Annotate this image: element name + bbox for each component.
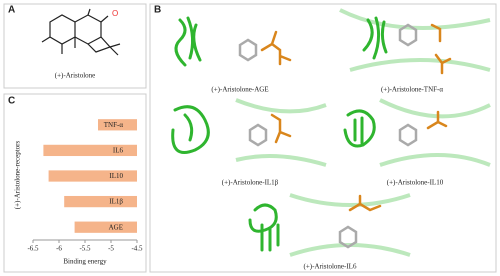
- atom-label: O: [112, 9, 118, 18]
- bar: [43, 144, 137, 157]
- bar-label: AGE: [109, 223, 123, 231]
- chart: -6.5 -6 -5.5 -5 -4.5 TNF-α IL6 IL10 IL1β AGE: [27, 119, 143, 253]
- x-tick-label: -6: [56, 245, 62, 253]
- caption: (+)-Aristolone: [55, 72, 96, 80]
- x-tick-label: -5: [108, 245, 114, 253]
- caption: (+)-Aristolone-IL6: [304, 263, 357, 271]
- caption: (+)-Aristolone-AGE: [211, 86, 268, 94]
- bar-label: IL1β: [109, 198, 123, 206]
- bar: [74, 221, 137, 233]
- x-tick-label: -5.5: [79, 245, 91, 253]
- molecule: [41, 8, 121, 56]
- caption: (+)-Aristolone-TNF-α: [381, 86, 443, 94]
- bar: [64, 195, 137, 208]
- bar-label: IL10: [109, 172, 123, 180]
- panel-frame: [3, 3, 147, 89]
- bar: [98, 119, 137, 131]
- bar-label: IL6: [113, 147, 124, 155]
- y-axis-label: (+)-Aristolone-receptors: [14, 140, 22, 209]
- x-axis-label: Binding energy: [63, 258, 107, 266]
- panel-frame: [149, 3, 497, 273]
- x-tick-label: -6.5: [27, 245, 39, 253]
- panel-frame: [3, 93, 147, 273]
- panel-label: A: [8, 5, 15, 16]
- caption: (+)-Aristolone-IL1β: [222, 179, 279, 187]
- bar-label: TNF-α: [104, 121, 124, 129]
- x-tick-label: -4.5: [131, 245, 143, 253]
- panel-label: C: [8, 96, 15, 107]
- caption: (+)-Aristolone-IL10: [387, 179, 444, 187]
- structure-images: [171, 8, 491, 257]
- panel-label: B: [154, 5, 161, 16]
- bar: [48, 170, 137, 182]
